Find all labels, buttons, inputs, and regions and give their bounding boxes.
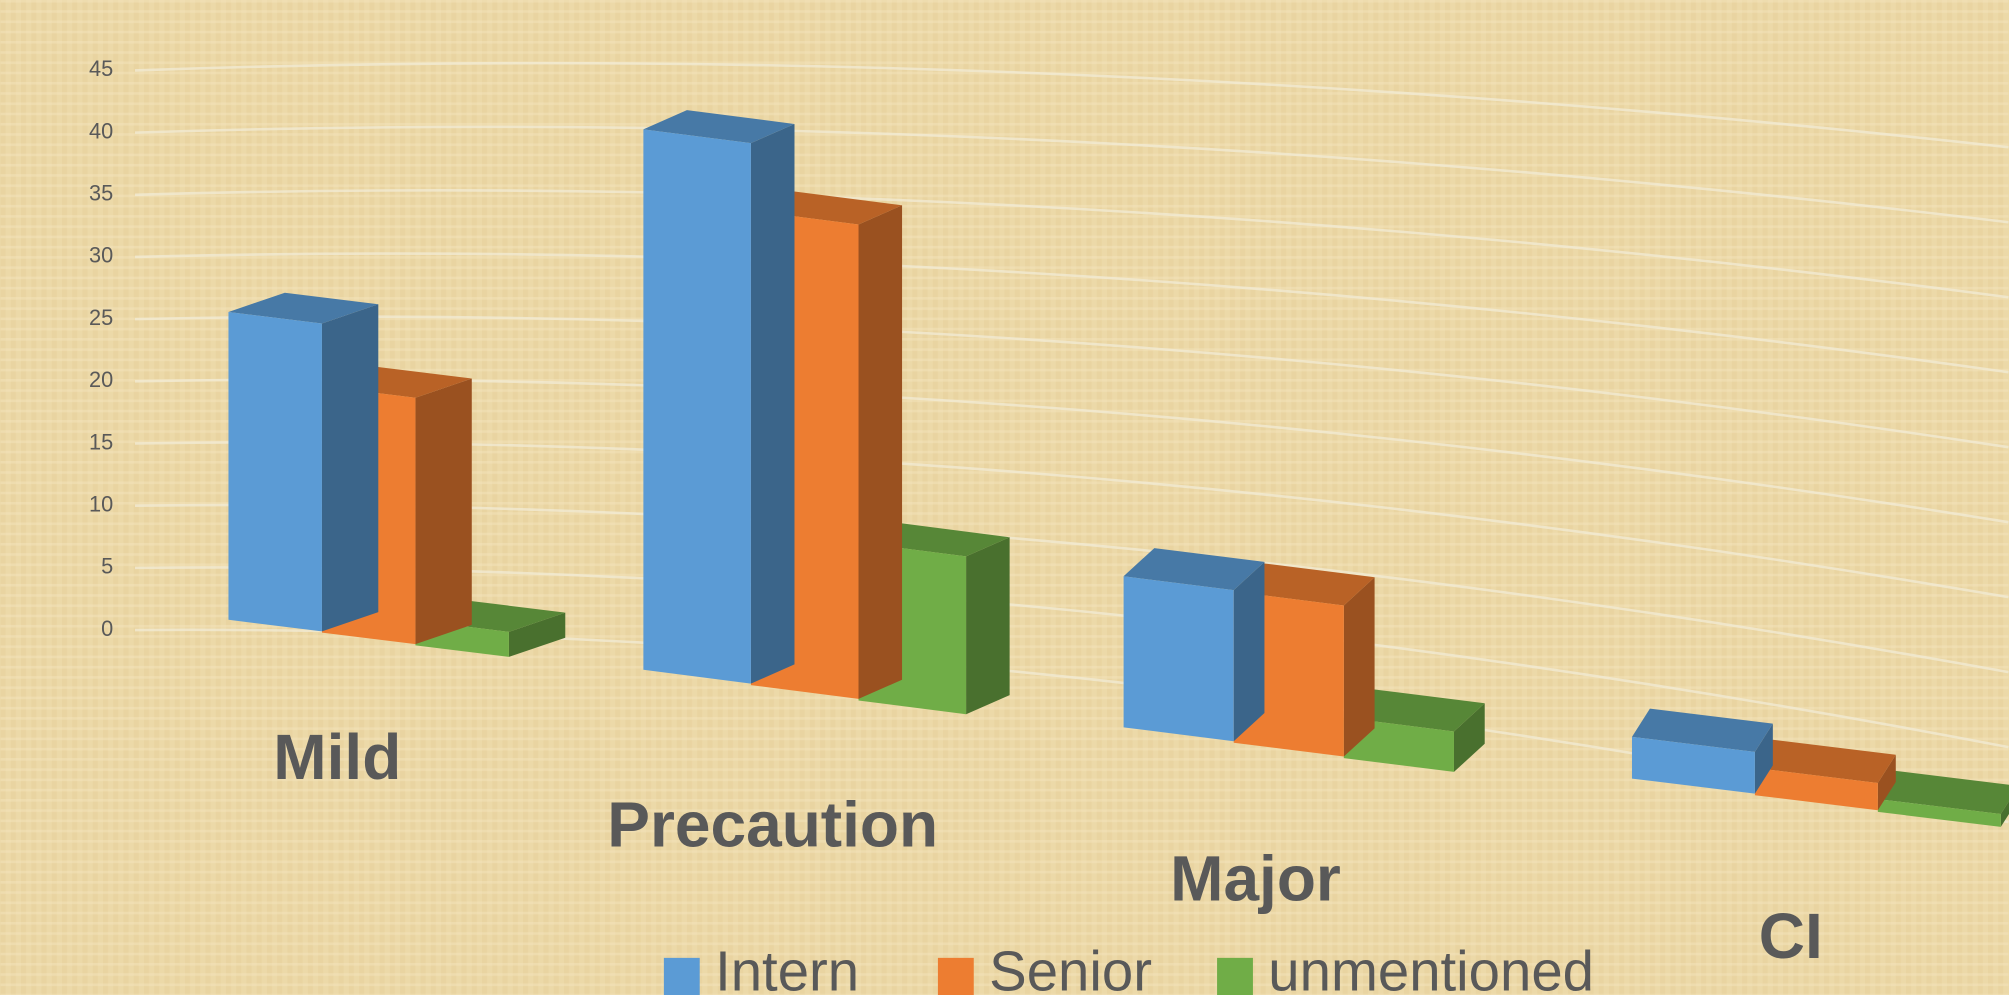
bar-top (643, 110, 795, 144)
grid-line (134, 61, 2009, 149)
y-tick-label: 10 (89, 491, 113, 516)
y-tick-label: 0 (101, 616, 113, 641)
y-tick-label: 25 (89, 305, 113, 330)
bar-front (643, 129, 751, 684)
bar-top (1754, 739, 1896, 783)
y-tick-label: 5 (101, 554, 113, 579)
grid-line (134, 125, 2009, 224)
bar-top (1343, 689, 1485, 732)
bar-top (1123, 548, 1265, 591)
legend-label: Intern (715, 940, 859, 995)
y-tick-label: 15 (89, 429, 113, 454)
x-tick-label: Precaution (607, 789, 938, 861)
bar-top (228, 292, 379, 324)
bar (643, 110, 795, 684)
bar (228, 292, 379, 632)
bar (1877, 770, 2009, 827)
x-tick-label: Mild (273, 721, 401, 793)
legend-swatch (937, 957, 974, 995)
bar (1123, 548, 1265, 742)
bar-side (1343, 577, 1375, 757)
x-tick-label: Major (1170, 842, 1341, 914)
bar-top (1631, 708, 1773, 752)
grid-line (134, 252, 2009, 374)
y-tick-label: 35 (89, 181, 113, 206)
bar-side (858, 205, 903, 699)
legend-swatch (663, 957, 700, 995)
y-tick-label: 45 (89, 56, 113, 81)
bar (1754, 739, 1896, 811)
legend-swatch (1217, 957, 1253, 995)
grid-line (134, 315, 2009, 449)
bar-side (966, 537, 1010, 715)
bar-top (1233, 563, 1375, 606)
legend-label: unmentioned (1268, 940, 1594, 995)
bar-side (1453, 703, 1485, 772)
bar-side (1754, 723, 1773, 794)
bar-side (1877, 754, 1896, 811)
bar-side (1233, 561, 1265, 742)
grid-line (134, 189, 2009, 299)
bar-side (415, 378, 472, 645)
bar-front (1631, 736, 1755, 794)
bar (1631, 708, 1773, 794)
x-tick-label: CI (1759, 900, 1823, 972)
bar-front (1754, 767, 1878, 811)
bar-front (228, 311, 322, 632)
bar-side (508, 612, 566, 657)
bar-side (750, 123, 795, 684)
bar-side (321, 304, 379, 632)
bar-front (1123, 576, 1234, 742)
legend-label: Senior (989, 940, 1152, 995)
y-tick-label: 30 (89, 243, 113, 268)
y-tick-label: 40 (89, 118, 113, 143)
bar-front (1877, 799, 2001, 827)
bar-side (2000, 801, 2009, 827)
bar-top (1877, 770, 2009, 815)
y-tick-label: 20 (89, 367, 113, 392)
